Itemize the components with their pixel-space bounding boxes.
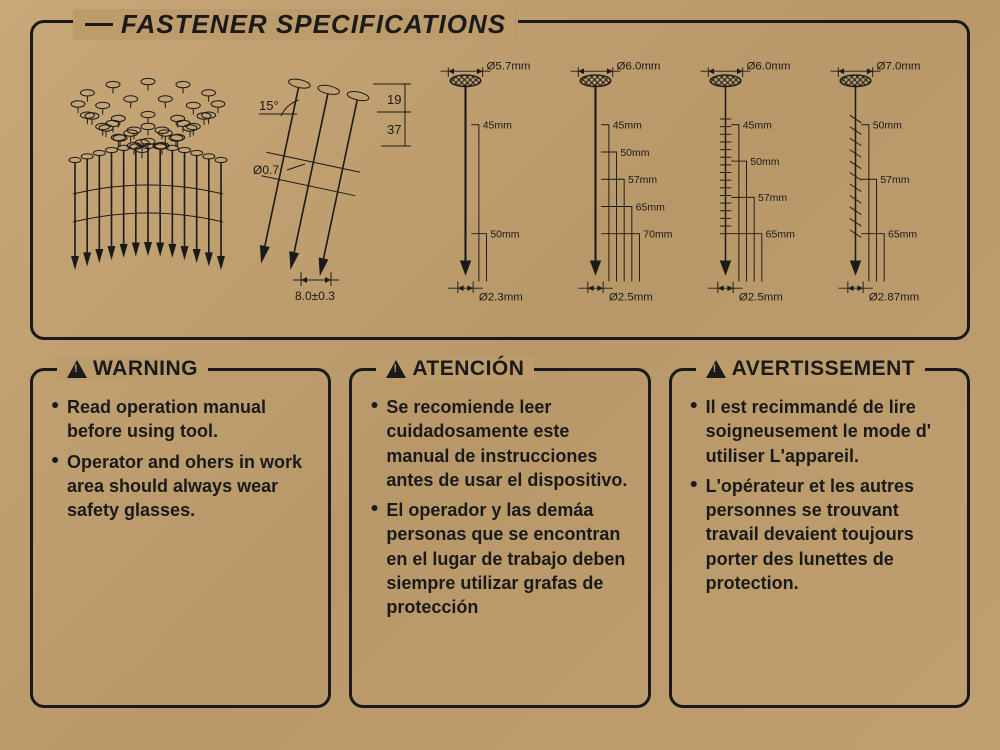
title-dash	[85, 23, 113, 26]
svg-text:65mm: 65mm	[636, 201, 665, 213]
svg-text:Ø2.5mm: Ø2.5mm	[739, 292, 783, 304]
warning-item: Read operation manual before using tool.	[51, 395, 310, 444]
dim-a: 19	[387, 92, 401, 107]
dim-b: 37	[387, 122, 401, 137]
svg-text:Ø7.0mm: Ø7.0mm	[877, 60, 921, 72]
warning-list: Il est recimmandé de lire soigneusement …	[690, 395, 949, 595]
warning-title: AVERTISSEMENT	[732, 357, 915, 381]
warning-title-wrap: ATENCIÓN	[376, 357, 534, 381]
svg-text:57mm: 57mm	[628, 174, 657, 186]
svg-text:Ø6.0mm: Ø6.0mm	[617, 60, 661, 72]
svg-text:50mm: 50mm	[620, 147, 649, 159]
spec-title: FASTENER SPECIFICATIONS	[121, 9, 506, 40]
svg-text:45mm: 45mm	[743, 120, 772, 132]
svg-text:Ø2.5mm: Ø2.5mm	[609, 292, 653, 304]
svg-text:57mm: 57mm	[758, 192, 787, 204]
warning-panel-2: AVERTISSEMENT Il est recimmandé de lire …	[669, 368, 970, 708]
warning-title-wrap: WARNING	[57, 357, 208, 381]
svg-text:65mm: 65mm	[766, 229, 795, 241]
spec-title-wrap: FASTENER SPECIFICATIONS	[73, 9, 518, 40]
warning-panel-1: ATENCIÓN Se recomiende leer cuidadosamen…	[349, 368, 650, 708]
svg-text:50mm: 50mm	[873, 120, 902, 132]
svg-text:Ø6.0mm: Ø6.0mm	[747, 60, 791, 72]
collation-angle-diagram: 15° Ø0.7 19 37 8.0±0.3	[253, 54, 423, 314]
warning-item: L'opérateur et les autres personnes se t…	[690, 474, 949, 595]
nail-diagram-3: Ø7.0mm 50mm 57mm 65mm Ø2.87mm	[823, 54, 953, 314]
coil-nails-icon	[53, 54, 243, 314]
warning-icon	[67, 360, 87, 378]
svg-text:Ø2.87mm: Ø2.87mm	[869, 292, 919, 304]
svg-text:Ø2.3mm: Ø2.3mm	[479, 292, 523, 304]
warning-icon	[706, 360, 726, 378]
nail-diagram-0: Ø5.7mm 45mm 50mm Ø2.3mm	[433, 54, 563, 314]
wire-dia-label: Ø0.7	[253, 163, 279, 177]
warning-icon	[386, 360, 406, 378]
pitch-label: 8.0±0.3	[295, 289, 335, 303]
svg-text:45mm: 45mm	[483, 120, 512, 132]
fastener-spec-panel: FASTENER SPECIFICATIONS	[30, 20, 970, 340]
svg-text:57mm: 57mm	[880, 174, 909, 186]
warning-item: El operador y las demáa personas que se …	[370, 498, 629, 619]
angle-label: 15°	[259, 98, 279, 113]
svg-text:70mm: 70mm	[643, 229, 672, 241]
svg-text:50mm: 50mm	[750, 156, 779, 168]
warning-item: Il est recimmandé de lire soigneusement …	[690, 395, 949, 468]
svg-text:Ø5.7mm: Ø5.7mm	[487, 60, 531, 72]
warning-item: Se recomiende leer cuidadosamente este m…	[370, 395, 629, 492]
warning-item: Operator and ohers in work area should a…	[51, 450, 310, 523]
warning-title-wrap: AVERTISSEMENT	[696, 357, 925, 381]
warning-list: Read operation manual before using tool.…	[51, 395, 310, 522]
warning-title: ATENCIÓN	[412, 357, 524, 381]
warning-list: Se recomiende leer cuidadosamente este m…	[370, 395, 629, 620]
warning-title: WARNING	[93, 357, 198, 381]
svg-text:50mm: 50mm	[490, 229, 519, 241]
nail-dimension-group: Ø5.7mm 45mm 50mm Ø2.3mm Ø6.0mm 45mm 50mm 57…	[433, 54, 953, 314]
diagram-area: 15° Ø0.7 19 37 8.0±0.3	[53, 41, 947, 327]
svg-text:65mm: 65mm	[888, 229, 917, 241]
warning-row: WARNING Read operation manual before usi…	[30, 368, 970, 708]
warning-panel-0: WARNING Read operation manual before usi…	[30, 368, 331, 708]
nail-diagram-1: Ø6.0mm 45mm 50mm 57mm 65mm 70mm Ø2.5mm	[563, 54, 693, 314]
nail-diagram-2: Ø6.0mm 45mm 50mm 57mm 65mm Ø2.5mm	[693, 54, 823, 314]
svg-text:45mm: 45mm	[613, 120, 642, 132]
